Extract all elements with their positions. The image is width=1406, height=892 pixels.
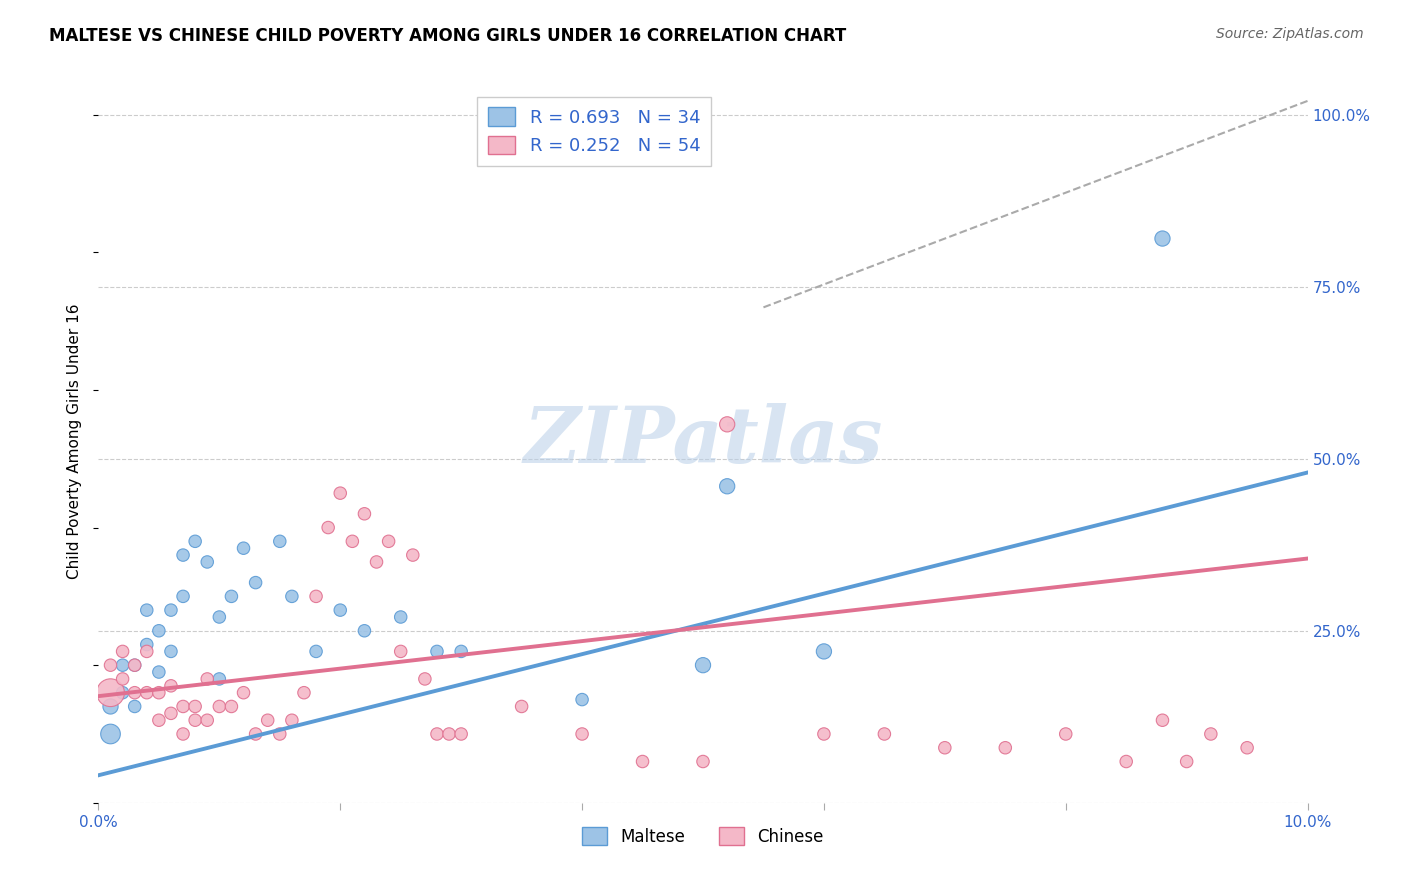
Point xyxy=(232,686,254,700)
Point xyxy=(292,686,315,700)
Y-axis label: Child Poverty Among Girls Under 16: Child Poverty Among Girls Under 16 xyxy=(67,304,83,579)
Point xyxy=(100,727,122,741)
Point xyxy=(160,706,183,721)
Point xyxy=(124,686,146,700)
Point xyxy=(305,590,328,604)
Point xyxy=(426,727,449,741)
Point xyxy=(208,610,231,624)
Point xyxy=(172,590,194,604)
Point xyxy=(316,520,339,534)
Point xyxy=(124,658,146,673)
Point xyxy=(329,603,352,617)
Point xyxy=(111,686,134,700)
Text: MALTESE VS CHINESE CHILD POVERTY AMONG GIRLS UNDER 16 CORRELATION CHART: MALTESE VS CHINESE CHILD POVERTY AMONG G… xyxy=(49,27,846,45)
Point xyxy=(1236,740,1258,755)
Point xyxy=(184,713,207,727)
Point xyxy=(195,555,218,569)
Point xyxy=(692,658,714,673)
Point xyxy=(389,644,412,658)
Legend: Maltese, Chinese: Maltese, Chinese xyxy=(575,821,831,852)
Point xyxy=(1152,231,1174,245)
Point xyxy=(269,534,291,549)
Point xyxy=(281,590,304,604)
Text: ZIPatlas: ZIPatlas xyxy=(523,403,883,480)
Point xyxy=(100,699,122,714)
Point xyxy=(135,686,157,700)
Point xyxy=(389,610,412,624)
Point xyxy=(716,417,738,432)
Point xyxy=(353,624,375,638)
Point xyxy=(692,755,714,769)
Point xyxy=(437,727,460,741)
Point xyxy=(450,727,472,741)
Point xyxy=(148,713,170,727)
Point xyxy=(124,658,146,673)
Point xyxy=(366,555,388,569)
Point xyxy=(571,727,593,741)
Point xyxy=(148,665,170,679)
Point xyxy=(124,699,146,714)
Point xyxy=(195,713,218,727)
Point xyxy=(148,686,170,700)
Point xyxy=(111,658,134,673)
Point xyxy=(1115,755,1137,769)
Point xyxy=(934,740,956,755)
Point xyxy=(160,644,183,658)
Point xyxy=(184,699,207,714)
Point xyxy=(148,624,170,638)
Point xyxy=(510,699,533,714)
Point xyxy=(631,755,654,769)
Point xyxy=(184,534,207,549)
Point xyxy=(245,727,267,741)
Point xyxy=(305,644,328,658)
Point xyxy=(208,672,231,686)
Point xyxy=(1175,755,1198,769)
Text: Source: ZipAtlas.com: Source: ZipAtlas.com xyxy=(1216,27,1364,41)
Point xyxy=(172,548,194,562)
Point xyxy=(195,672,218,686)
Point xyxy=(135,638,157,652)
Point xyxy=(450,644,472,658)
Point xyxy=(342,534,364,549)
Point xyxy=(111,644,134,658)
Point xyxy=(208,699,231,714)
Point xyxy=(100,658,122,673)
Point xyxy=(245,575,267,590)
Point xyxy=(221,590,243,604)
Point xyxy=(172,727,194,741)
Point xyxy=(571,692,593,706)
Point xyxy=(172,699,194,714)
Point xyxy=(716,479,738,493)
Point xyxy=(377,534,399,549)
Point xyxy=(994,740,1017,755)
Point xyxy=(813,644,835,658)
Point xyxy=(135,644,157,658)
Point xyxy=(269,727,291,741)
Point xyxy=(256,713,278,727)
Point xyxy=(413,672,436,686)
Point xyxy=(100,686,122,700)
Point xyxy=(426,644,449,658)
Point xyxy=(160,603,183,617)
Point xyxy=(1199,727,1222,741)
Point xyxy=(135,603,157,617)
Point xyxy=(1054,727,1077,741)
Point xyxy=(353,507,375,521)
Point xyxy=(402,548,425,562)
Point xyxy=(329,486,352,500)
Point xyxy=(813,727,835,741)
Point xyxy=(111,672,134,686)
Point xyxy=(160,679,183,693)
Point xyxy=(232,541,254,556)
Point xyxy=(221,699,243,714)
Point xyxy=(873,727,896,741)
Point xyxy=(1152,713,1174,727)
Point xyxy=(281,713,304,727)
